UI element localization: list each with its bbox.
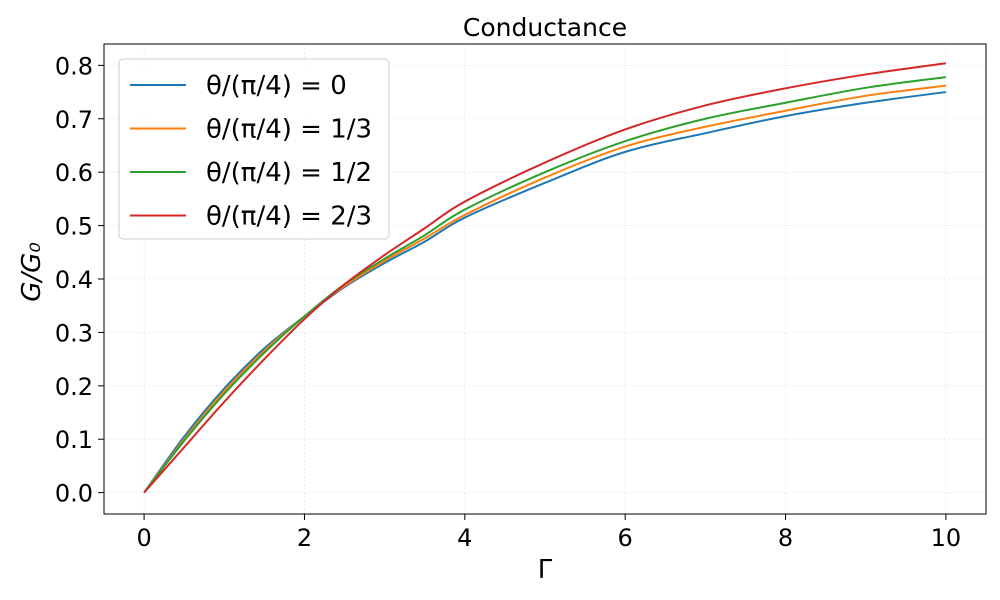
y-tick-label: 0.6: [55, 159, 93, 187]
chart-title: Conductance: [463, 13, 627, 42]
series-line-2: [143, 84, 947, 494]
y-tick-label: 0.4: [55, 266, 93, 294]
legend-box: [118, 58, 390, 240]
legend-label-1: θ/(π/4) = 0: [206, 71, 347, 101]
x-tick-label: 2: [297, 524, 312, 552]
series-line-4: [143, 62, 947, 494]
x-tick-label: 10: [931, 524, 962, 552]
legend-label-3: θ/(π/4) = 1/2: [206, 158, 372, 188]
y-tick-label: 0.7: [55, 106, 93, 134]
y-tick-label: 0.1: [55, 426, 93, 454]
legend-label-4: θ/(π/4) = 2/3: [206, 202, 372, 232]
series-line-1: [143, 91, 947, 494]
x-tick-label: 8: [778, 524, 793, 552]
y-tick-label: 0.2: [55, 373, 93, 401]
series-layer: [143, 62, 947, 494]
series-line-3: [143, 76, 947, 494]
x-axis-ticks: 0 2 4 6 8 10: [136, 514, 961, 552]
x-tick-label: 6: [618, 524, 633, 552]
x-tick-label: 4: [457, 524, 472, 552]
y-axis-ticks: 0.0 0.1 0.2 0.3 0.4 0.5 0.6 0.7 0.8: [55, 52, 104, 508]
x-tick-label: 0: [136, 524, 151, 552]
x-axis-label: Γ: [538, 555, 553, 585]
y-axis-label: G/G₀: [17, 242, 47, 302]
y-tick-label: 0.8: [55, 52, 93, 80]
y-tick-label: 0.3: [55, 319, 93, 347]
legend-label-2: θ/(π/4) = 1/3: [206, 115, 372, 145]
y-tick-label: 0.0: [55, 480, 93, 508]
y-tick-label: 0.5: [55, 213, 93, 241]
legend: θ/(π/4) = 0 θ/(π/4) = 1/3 θ/(π/4) = 1/2 θ/(…: [118, 58, 390, 240]
